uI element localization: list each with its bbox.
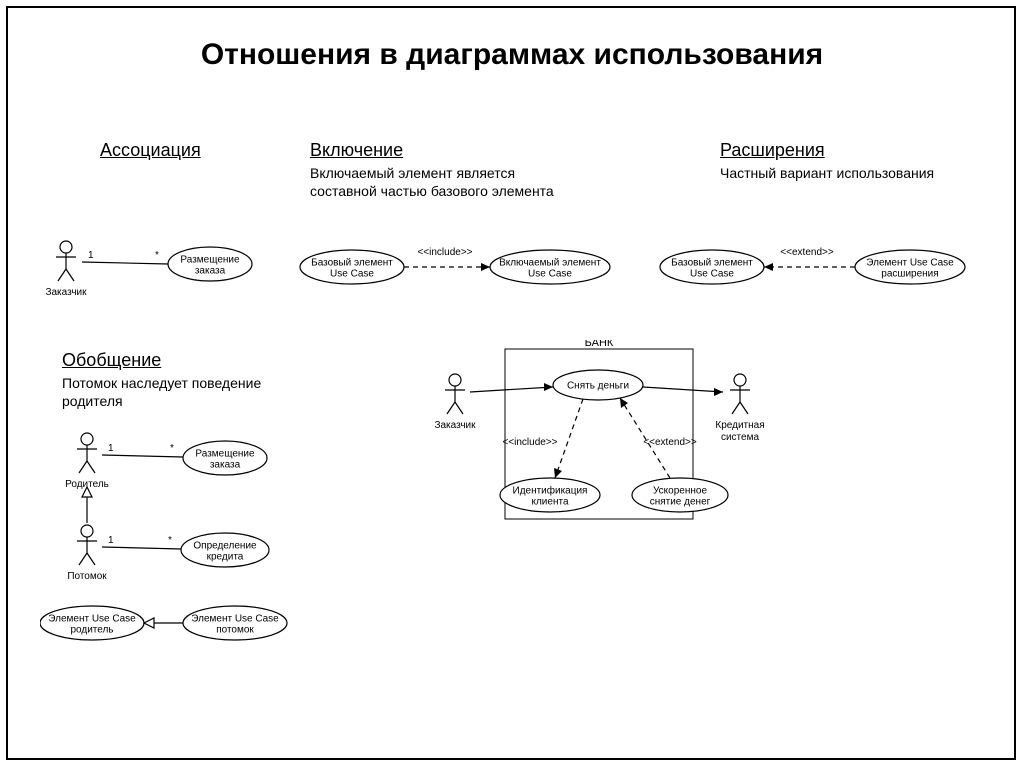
gen-uc-c1: Определение	[193, 541, 257, 552]
gen-uc-c2: кредита	[207, 552, 244, 563]
section-include-desc: Включаемый элемент является составной ча…	[310, 165, 580, 200]
extend-diagram: Базовый элемент Use Case Элемент Use Cas…	[655, 243, 985, 303]
uc-ext-base-2: Use Case	[690, 269, 734, 280]
actor-credit-system: Кредитная система	[715, 374, 764, 443]
uc-base-1: Базовый элемент	[311, 258, 393, 269]
section-generalization-desc: Потомок наследует поведение родителя	[62, 375, 282, 410]
association-diagram: Заказчик 1 * Размещение заказа	[30, 235, 270, 315]
bank-example-diagram: БАНК Заказчик Кредитная система Снять де…	[415, 340, 815, 540]
actor-parent: Родитель	[65, 433, 109, 490]
actor-bank-customer-label: Заказчик	[434, 420, 476, 431]
actor-customer: Заказчик	[45, 241, 87, 298]
gen-uc-p2: заказа	[210, 460, 241, 471]
uc-id-1: Идентификация	[513, 485, 588, 497]
actor-credit-label-2: система	[721, 432, 759, 443]
include-stereotype: <<include>>	[417, 247, 472, 258]
actor-credit-label-1: Кредитная	[715, 420, 764, 431]
section-include-title: Включение	[310, 140, 403, 161]
actor-child-label: Потомок	[67, 571, 107, 582]
section-association-title: Ассоциация	[100, 140, 201, 161]
uc-order-1: Размещение	[180, 255, 240, 266]
bank-include-stereotype: <<include>>	[502, 437, 557, 448]
uc-ext-base-1: Базовый элемент	[671, 258, 753, 269]
include-diagram: Базовый элемент Use Case Включаемый элем…	[295, 243, 625, 303]
gen-uc-br1: Элемент Use Case	[191, 614, 279, 625]
uc-incl-2: Use Case	[528, 269, 572, 280]
extend-stereotype: <<extend>>	[780, 247, 834, 258]
uc-withdraw: Снять деньги	[567, 381, 629, 392]
uc-base-2: Use Case	[330, 269, 374, 280]
bank-extend-stereotype: <<extend>>	[643, 437, 697, 448]
section-generalization-title: Обобщение	[62, 350, 161, 371]
gen-uc-bl2: родитель	[70, 625, 113, 636]
page-title: Отношения в диаграммах использования	[0, 38, 1024, 72]
actor-child: Потомок	[67, 525, 107, 582]
gen-uc-p1: Размещение	[195, 449, 255, 460]
uc-incl-1: Включаемый элемент	[499, 258, 601, 269]
uc-order-2: заказа	[195, 266, 226, 277]
gen-mult-l1: 1	[108, 443, 114, 454]
generalization-diagram: Родитель 1 * Размещение заказа Потомок 1…	[40, 425, 300, 655]
bank-boundary-label: БАНК	[585, 340, 614, 349]
gen-mult-r2: *	[168, 535, 172, 546]
section-extend-desc: Частный вариант использования	[720, 165, 940, 183]
gen-uc-bl1: Элемент Use Case	[48, 614, 136, 625]
uc-ext-1: Элемент Use Case	[866, 258, 954, 269]
uc-fast-2: снятие денег	[650, 497, 711, 508]
actor-customer-label: Заказчик	[45, 287, 87, 298]
gen-mult-l2: 1	[108, 535, 114, 546]
actor-bank-customer: Заказчик	[434, 374, 476, 431]
gen-mult-r1: *	[170, 443, 174, 454]
uc-fast-1: Ускоренное	[653, 486, 707, 497]
mult-right: *	[155, 250, 159, 261]
section-extend-title: Расширения	[720, 140, 825, 161]
gen-uc-br2: потомок	[216, 625, 254, 636]
mult-left: 1	[88, 250, 94, 261]
uc-id-2: клиента	[531, 497, 568, 508]
uc-ext-2: расширения	[881, 269, 938, 280]
